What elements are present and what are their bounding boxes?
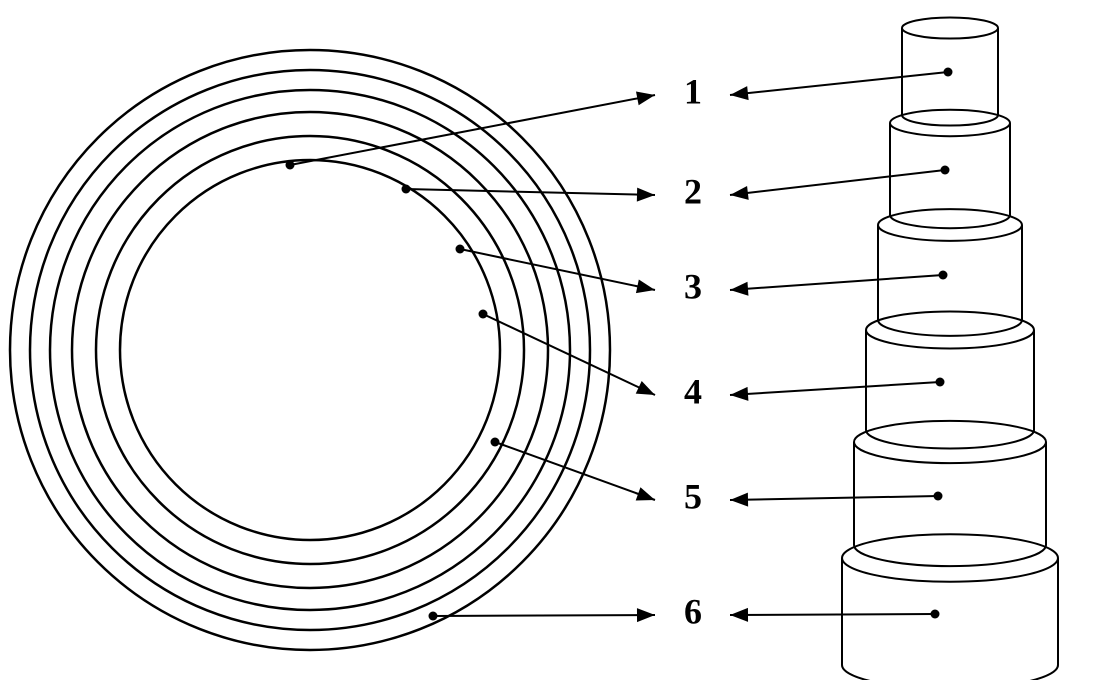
label-2: 2 (684, 171, 702, 211)
label-4: 4 (684, 371, 702, 411)
label-1: 1 (684, 71, 702, 111)
label-3: 3 (684, 266, 702, 306)
label-5: 5 (684, 476, 702, 516)
label-6: 6 (684, 591, 702, 631)
